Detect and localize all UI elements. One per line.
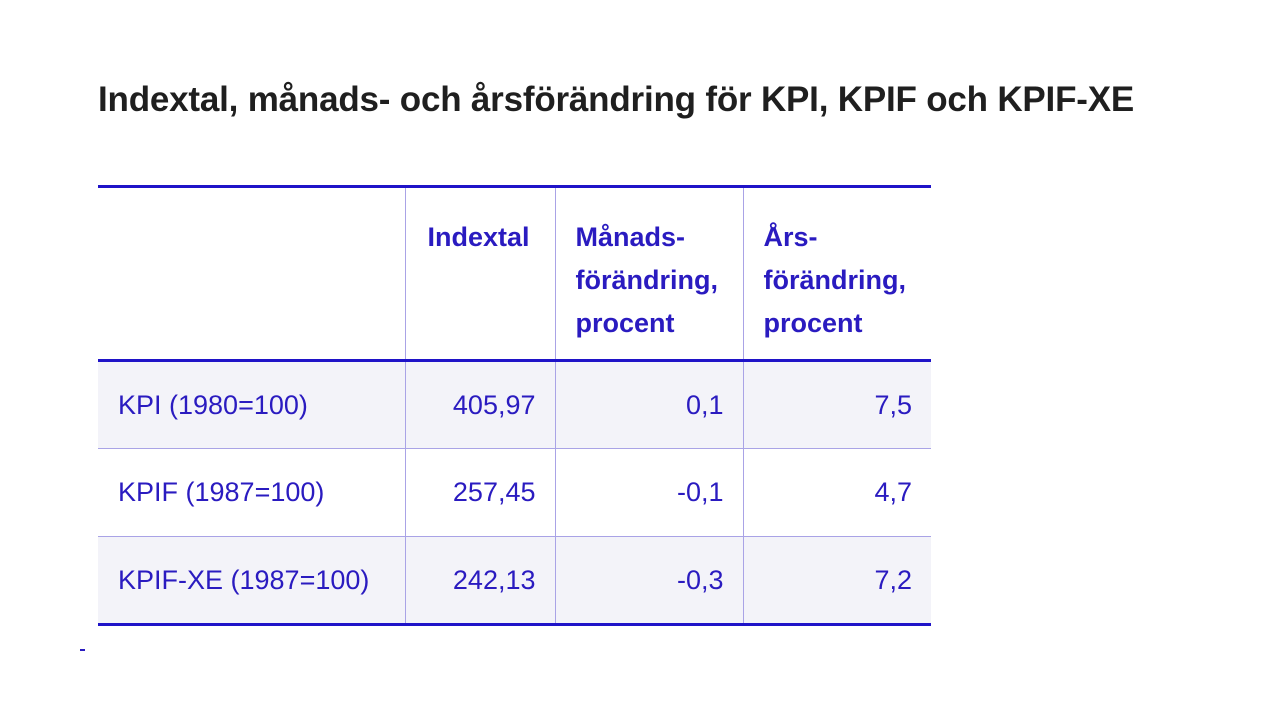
table-header: Indextal Månads-förändring, procent Års-f…: [98, 186, 931, 362]
monthly-change-value: 0,1: [554, 360, 743, 449]
index-value: 242,13: [404, 536, 555, 625]
row-label: KPIF (1987=100): [98, 448, 405, 537]
header-cell-yearly-change: Års-förändring, procent: [742, 186, 931, 362]
header-cell-indextal: Indextal: [404, 186, 555, 362]
table-row: KPIF-XE (1987=100) 242,13 -0,3 7,2: [98, 536, 931, 625]
table-body: KPI (1980=100) 405,97 0,1 7,5 KPIF (1987…: [98, 360, 931, 625]
index-value: 257,45: [404, 448, 555, 537]
header-cell-empty: [98, 186, 405, 362]
yearly-change-value: 7,2: [742, 536, 931, 625]
table-row: KPI (1980=100) 405,97 0,1 7,5: [98, 360, 931, 449]
yearly-change-value: 7,5: [742, 360, 931, 449]
decorative-tick: [80, 649, 85, 651]
page-title: Indextal, månads- och årsförändring för …: [98, 80, 1135, 119]
yearly-change-value: 4,7: [742, 448, 931, 537]
monthly-change-value: -0,1: [554, 448, 743, 537]
row-label: KPI (1980=100): [98, 360, 405, 449]
kpi-table: Indextal Månads-förändring, procent Års-f…: [98, 185, 931, 626]
table-row: KPIF (1987=100) 257,45 -0,1 4,7: [98, 448, 931, 537]
index-value: 405,97: [404, 360, 555, 449]
row-label: KPIF-XE (1987=100): [98, 536, 405, 625]
monthly-change-value: -0,3: [554, 536, 743, 625]
header-cell-monthly-change: Månads-förändring, procent: [554, 186, 743, 362]
header-row: Indextal Månads-förändring, procent Års-f…: [98, 186, 931, 362]
